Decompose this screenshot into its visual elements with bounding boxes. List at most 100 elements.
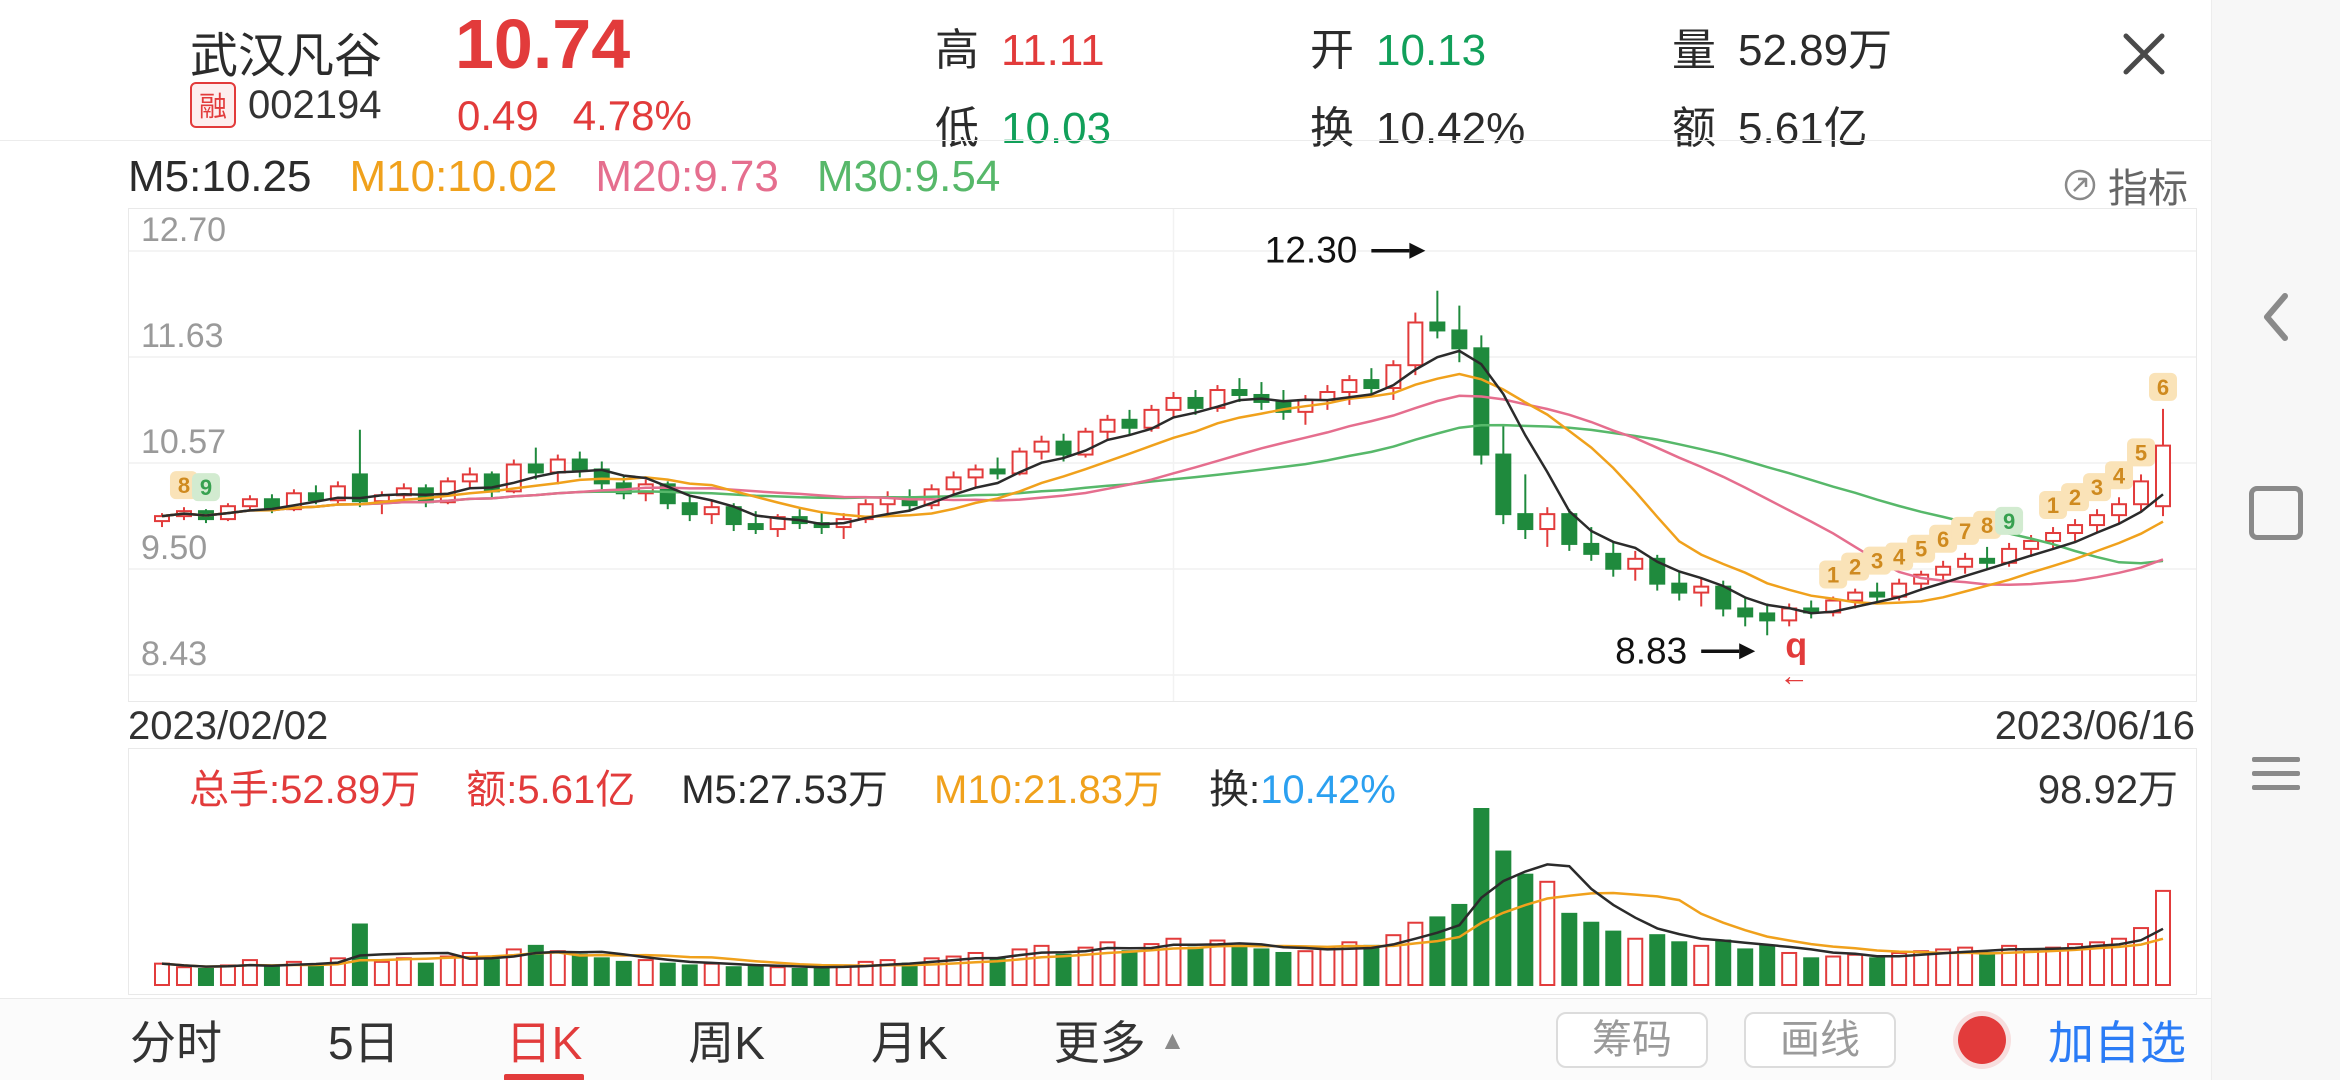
volume-bar — [1649, 934, 1666, 986]
svg-text:←: ← — [1779, 659, 1809, 692]
svg-text:9: 9 — [200, 475, 212, 500]
volume-bar — [1979, 951, 1996, 986]
volume-bar — [1869, 957, 1886, 986]
volume-chart[interactable] — [129, 749, 2196, 994]
signal-badge: 3 — [2083, 473, 2112, 502]
volume-bar — [1891, 951, 1908, 986]
ma-label: M20:9.73 — [595, 152, 779, 201]
candle — [1957, 552, 1974, 574]
volume-bar — [483, 959, 500, 987]
candle — [1693, 578, 1710, 607]
volume-bar — [197, 967, 214, 986]
candle — [1407, 312, 1424, 376]
ma-labels-row: M5:10.25 M10:10.02 M20:9.73 M30:9.54 — [128, 152, 1000, 202]
volume-bar — [703, 962, 720, 986]
header-divider — [0, 140, 2212, 141]
volume-bar — [527, 944, 544, 986]
volume-header-value: 52.89万 — [280, 768, 421, 812]
stat-value: 52.89万 — [1738, 26, 1893, 75]
close-icon[interactable] — [2112, 22, 2176, 86]
volume-header: 总手:52.89万 额:5.61亿 M5:27.53万 M10:21.83万 换:10.… — [189, 757, 1396, 815]
tab-分时[interactable]: 分时 — [130, 999, 222, 1080]
stat-col-open-turnover: 开 10.13 换 10.42% — [1310, 14, 1525, 156]
tab-5日[interactable]: 5日 — [328, 999, 400, 1080]
volume-ma10-line — [161, 891, 2164, 968]
volume-header-label: 额: — [466, 768, 518, 812]
nav-home-icon[interactable] — [2249, 486, 2303, 540]
volume-bar — [857, 960, 874, 986]
nav-menu-icon[interactable] — [2252, 748, 2300, 799]
volume-bar — [241, 959, 258, 987]
volume-bar — [769, 966, 786, 986]
candle — [1803, 600, 1820, 619]
candle — [241, 495, 258, 512]
volume-bar — [571, 953, 588, 987]
signal-badge: 8 — [169, 471, 198, 500]
svg-text:2: 2 — [1849, 555, 1861, 580]
candle — [681, 495, 698, 522]
volume-bar — [1165, 937, 1182, 987]
volume-header-item: M5:27.53万 — [681, 757, 888, 815]
stat-label: 低 — [935, 104, 979, 153]
volume-header-value: 5.61亿 — [517, 768, 636, 812]
volume-bar — [1737, 948, 1754, 987]
volume-bar — [395, 957, 412, 986]
tab-月K[interactable]: 月K — [871, 999, 948, 1080]
stat-label: 换 — [1310, 104, 1354, 153]
indicator-button[interactable]: 指标 — [2060, 156, 2188, 214]
candle — [1429, 290, 1446, 339]
volume-bar — [1539, 880, 1556, 986]
kline-chart-panel[interactable]: 12.70 11.63 10.57 9.50 8.43 8 9 1 2 3 4 5 6 7 8 9 1 2 3 4 5 6… — [128, 208, 2197, 702]
volume-bar — [1517, 873, 1534, 986]
stat-row: 量 52.89万 — [1672, 14, 1892, 78]
volume-bar — [1297, 950, 1314, 986]
candle — [2133, 474, 2150, 512]
add-watchlist-button[interactable]: 加自选 — [2048, 999, 2186, 1080]
volume-panel[interactable]: 总手:52.89万 额:5.61亿 M5:27.53万 M10:21.83万 换:10.… — [128, 748, 2197, 995]
tab-更多[interactable]: 更多 ▲ — [1054, 999, 1186, 1080]
volume-header-item: 额:5.61亿 — [466, 757, 635, 815]
tab-日K[interactable]: 日K — [506, 999, 583, 1080]
volume-bar — [615, 960, 632, 986]
candle — [1033, 435, 1050, 460]
caret-up-icon: ▲ — [1159, 1024, 1186, 1055]
svg-text:5: 5 — [2135, 440, 2147, 465]
volume-bar — [2001, 944, 2018, 986]
stat-row: 高 11.11 — [935, 14, 1111, 78]
tab-label: 5日 — [328, 1017, 400, 1069]
nav-back-icon[interactable] — [2261, 290, 2291, 344]
signal-badge: 4 — [2105, 461, 2134, 490]
red-dot-icon[interactable] — [1958, 1016, 2006, 1064]
y-axis-label: 11.63 — [141, 317, 224, 355]
svg-text:8: 8 — [1981, 513, 1993, 538]
ma10-line — [161, 372, 2164, 605]
volume-bar — [285, 960, 302, 986]
date-axis: 2023/02/02 2023/06/16 — [128, 704, 2195, 749]
volume-bar — [1495, 850, 1512, 986]
volume-bar — [1957, 946, 1974, 986]
volume-bar — [1209, 939, 1226, 986]
stat-col-high-low: 高 11.11 低 10.03 — [935, 14, 1111, 156]
volume-bar — [681, 964, 698, 987]
volume-bar — [1451, 903, 1468, 986]
svg-text:8.83: 8.83 — [1615, 630, 1687, 671]
svg-text:8: 8 — [178, 473, 190, 498]
tab-周K[interactable]: 周K — [688, 999, 765, 1080]
stock-name: 武汉凡谷 — [190, 30, 383, 83]
candle — [1869, 582, 1886, 603]
volume-bar — [1605, 930, 1622, 986]
volume-header-item: 总手:52.89万 — [189, 757, 420, 815]
chip-画线[interactable]: 画线 — [1744, 1012, 1896, 1068]
chip-筹码[interactable]: 筹码 — [1556, 1012, 1708, 1068]
y-axis-label: 12.70 — [141, 211, 226, 249]
volume-bar — [2133, 927, 2150, 987]
stat-label: 开 — [1310, 26, 1354, 75]
volume-header-value: 21.83万 — [1022, 768, 1164, 812]
tab-label: 周K — [688, 1017, 765, 1069]
candle — [1319, 385, 1336, 410]
signal-badge: 5 — [2127, 438, 2156, 467]
volume-bar — [1187, 946, 1204, 986]
svg-text:1: 1 — [2047, 493, 2059, 518]
volume-bar — [637, 959, 654, 987]
